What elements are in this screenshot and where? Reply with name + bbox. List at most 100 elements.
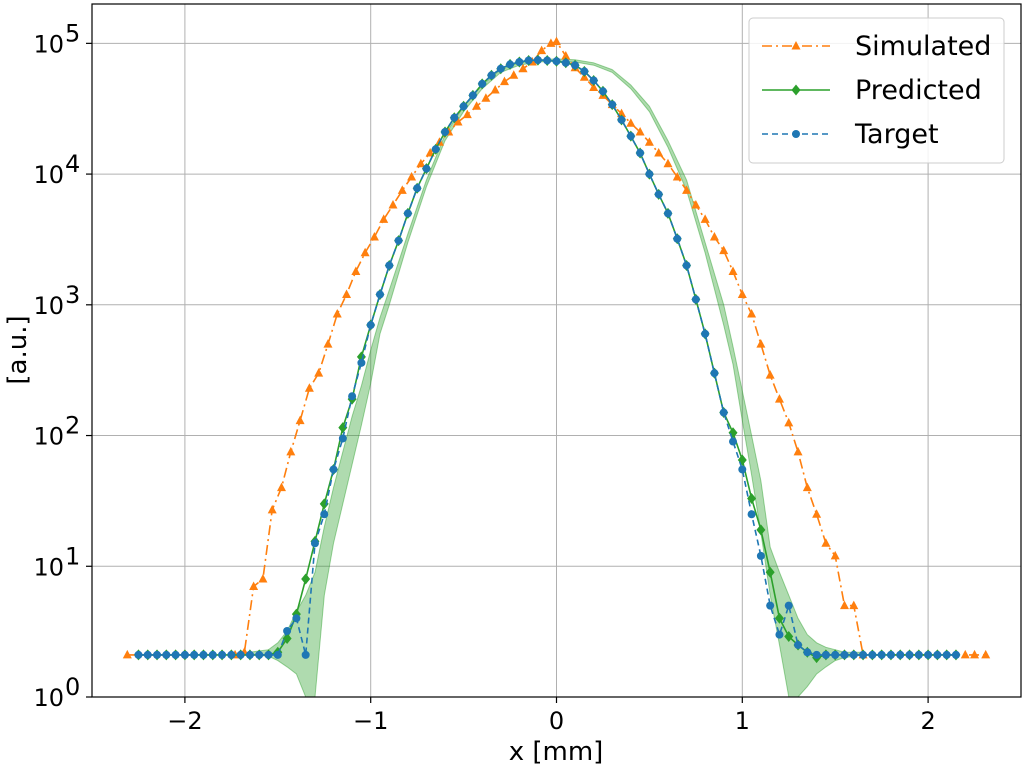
simulated-point: [709, 232, 719, 241]
target-point: [794, 640, 803, 649]
target-point: [598, 87, 607, 96]
predicted-point: [784, 631, 794, 643]
target-point: [273, 650, 282, 659]
simulated-point: [258, 573, 268, 583]
x-tick-label: 1: [735, 707, 750, 735]
target-point: [496, 64, 505, 73]
simulated-point: [756, 339, 766, 348]
target-point: [645, 170, 654, 179]
target-point: [859, 650, 868, 659]
simulated-point: [462, 109, 472, 119]
target-point: [691, 295, 700, 304]
target-point: [561, 58, 570, 67]
target-point: [608, 100, 617, 109]
simulated-point: [765, 370, 775, 379]
simulated-point: [970, 649, 980, 659]
x-tick-label: 2: [920, 707, 935, 735]
simulated-point: [249, 581, 259, 591]
target-point: [143, 650, 152, 659]
y-tick-exponent: 2: [65, 412, 80, 440]
simulated-point: [267, 504, 277, 514]
simulated-point: [793, 446, 803, 456]
target-point: [180, 650, 189, 659]
simulated-point: [561, 51, 571, 60]
legend-swatch-marker: [792, 130, 800, 138]
simulated-point: [747, 309, 757, 318]
simulated-point: [682, 185, 692, 194]
simulated-point: [802, 482, 812, 492]
target-point: [134, 650, 143, 659]
target-point: [775, 630, 784, 639]
simulated-point: [360, 247, 370, 257]
y-tick-label: 10: [33, 553, 64, 581]
target-point: [636, 148, 645, 157]
target-point: [245, 650, 254, 659]
simulated-point: [654, 147, 664, 157]
target-point: [357, 358, 366, 367]
series-target: [134, 56, 960, 659]
legend-label: Target: [854, 119, 939, 150]
target-point: [663, 209, 672, 218]
simulated-point: [663, 158, 673, 168]
target-point: [626, 132, 635, 141]
y-tick-label: 10: [33, 161, 64, 189]
simulated-point: [812, 509, 822, 518]
target-point: [951, 650, 960, 659]
target-point: [375, 290, 384, 299]
target-point: [190, 650, 199, 659]
simulated-point: [700, 214, 710, 223]
x-axis-label: x [mm]: [509, 737, 604, 767]
target-point: [338, 434, 347, 443]
x-axis-ticks: −2 −1 0 1 2: [167, 697, 936, 735]
predicted-point: [756, 524, 766, 536]
simulated-point: [737, 289, 747, 298]
target-point: [506, 60, 515, 69]
series-layer: [122, 36, 991, 664]
target-point: [729, 437, 738, 446]
simulated-point: [537, 45, 547, 55]
simulated-point: [691, 200, 701, 209]
target-point: [403, 209, 412, 218]
target-point: [394, 236, 403, 245]
target-point: [171, 650, 180, 659]
target-point: [914, 650, 923, 659]
simulated-point: [351, 266, 361, 275]
simulated-point: [277, 482, 287, 492]
target-point: [385, 261, 394, 270]
target-point: [153, 650, 162, 659]
simulated-point: [960, 649, 970, 659]
target-point: [886, 650, 895, 659]
target-point: [877, 650, 886, 659]
legend-box: [748, 17, 1005, 164]
target-point: [710, 369, 719, 378]
target-point: [840, 650, 849, 659]
simulated-point: [304, 383, 314, 392]
target-point: [784, 601, 793, 610]
x-tick-label: −1: [353, 707, 388, 735]
simulated-point: [472, 101, 482, 110]
target-point: [199, 650, 208, 659]
legend: Simulated Predicted Target: [748, 17, 1005, 164]
target-point: [422, 164, 431, 173]
simulated-point: [589, 82, 599, 91]
simulated-point: [323, 339, 333, 348]
simulated-point: [453, 117, 463, 126]
simulated-point: [490, 84, 500, 94]
target-point: [905, 650, 914, 659]
simulated-point: [672, 171, 682, 181]
target-point: [366, 321, 375, 330]
y-tick-exponent: 1: [65, 542, 80, 570]
target-point: [682, 261, 691, 270]
target-point: [208, 650, 217, 659]
y-axis-label: [a.u.]: [3, 315, 33, 384]
legend-label: Predicted: [855, 75, 982, 106]
simulated-point: [369, 232, 379, 241]
simulated-point: [518, 63, 528, 73]
target-point: [236, 650, 245, 659]
simulated-point: [122, 649, 132, 659]
series-simulated: [122, 36, 991, 659]
target-point: [803, 648, 812, 657]
target-point: [896, 650, 905, 659]
target-point: [747, 510, 756, 519]
